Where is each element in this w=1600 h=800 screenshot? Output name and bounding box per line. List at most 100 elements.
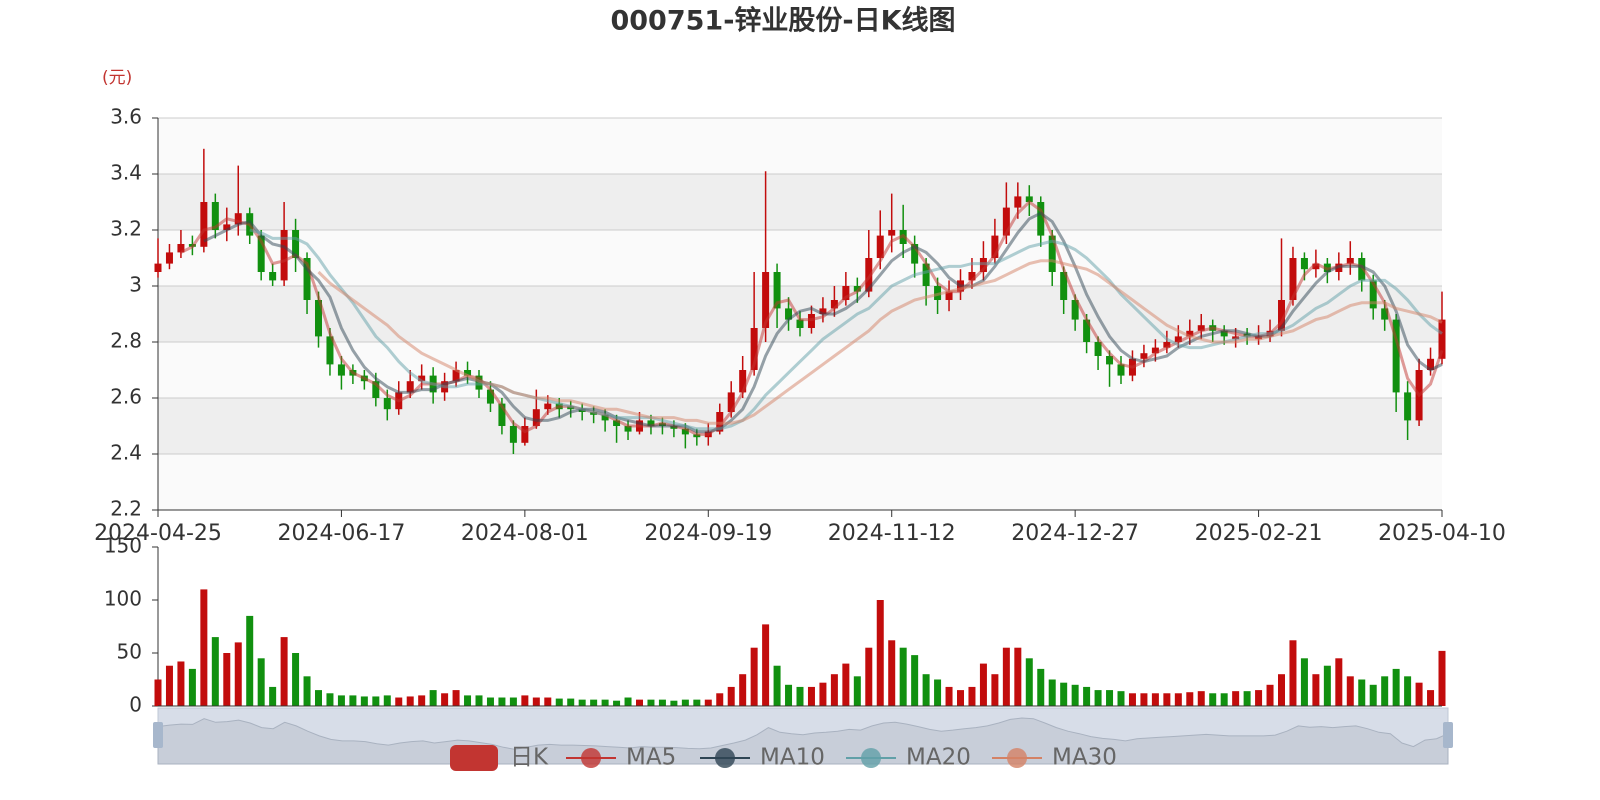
candle-body: [1117, 364, 1125, 376]
candle-body: [922, 263, 930, 286]
candle-body: [1289, 258, 1297, 300]
volume-bar: [830, 674, 838, 706]
candle-body: [200, 202, 208, 247]
volume-bar: [1232, 691, 1240, 706]
candle-body: [991, 235, 999, 258]
candle-body: [739, 370, 747, 393]
volume-bar: [1323, 665, 1331, 706]
volume-bar: [200, 589, 208, 706]
y-tick-label: 2.4: [110, 441, 142, 465]
volume-bar: [1335, 658, 1343, 706]
volume-bar: [441, 693, 449, 706]
volume-bar: [315, 690, 322, 706]
volume-bar: [360, 696, 368, 706]
y-tick-label: 3.4: [110, 161, 142, 185]
legend-label[interactable]: 日K: [510, 745, 549, 771]
candle-body: [1438, 319, 1446, 359]
candle-body: [337, 364, 345, 376]
legend-marker[interactable]: [1007, 748, 1027, 768]
y-tick-label: 3.6: [110, 105, 142, 129]
candle-body: [315, 300, 322, 337]
volume-bar: [636, 699, 643, 706]
candle-body: [601, 414, 609, 421]
candle-body: [1300, 258, 1308, 270]
x-tick-label: 2024-12-27: [1011, 521, 1139, 546]
x-tick-label: 2025-04-10: [1378, 521, 1506, 546]
candle-body: [486, 389, 494, 404]
volume-bar: [1415, 682, 1423, 706]
y-tick-label: 150: [104, 534, 142, 558]
legend-label[interactable]: MA10: [760, 745, 825, 771]
candle-body: [269, 272, 277, 281]
volume-bar: [177, 661, 185, 706]
volume-bar: [349, 695, 357, 706]
legend-marker[interactable]: [581, 748, 601, 768]
candle-body: [785, 308, 793, 320]
volume-bar: [785, 684, 793, 706]
candle-body: [624, 426, 632, 432]
candle-body: [372, 381, 380, 398]
volume-bar: [452, 690, 460, 706]
chart-title: 000751-锌业股份-日K线图: [610, 6, 955, 37]
volume-bar: [1255, 690, 1263, 706]
y-unit: (元): [102, 68, 132, 88]
y-tick-label: 2.6: [110, 385, 142, 409]
candle-body: [211, 202, 219, 230]
volume-bar: [1312, 674, 1320, 706]
volume-bar: [1289, 640, 1297, 706]
candle-body: [532, 409, 540, 426]
plot-band: [158, 342, 1442, 398]
volume-bar: [165, 665, 173, 706]
volume-bar: [807, 686, 815, 706]
zoom-handle[interactable]: [153, 722, 163, 748]
volume-bar: [1151, 693, 1159, 706]
volume-bar: [681, 699, 689, 706]
candle-body: [1071, 300, 1079, 320]
candle-body: [1083, 319, 1091, 342]
volume-bar: [1014, 647, 1022, 706]
volume-bar: [670, 700, 678, 706]
candle-body: [1392, 319, 1400, 393]
candle-body: [1186, 330, 1194, 337]
volume-bar: [383, 695, 391, 706]
volume-bar: [819, 682, 827, 706]
volume-bar: [704, 699, 712, 706]
candle-body: [1278, 300, 1285, 331]
volume-bar: [429, 690, 437, 706]
legend-label[interactable]: MA5: [626, 745, 676, 771]
volume-bar: [865, 647, 873, 706]
legend-marker[interactable]: [861, 748, 881, 768]
candle-body: [464, 370, 472, 376]
volume-bar: [658, 699, 666, 706]
legend-label[interactable]: MA20: [906, 745, 971, 771]
volume-bar: [957, 690, 964, 706]
candle-body: [1404, 392, 1412, 421]
candle-body: [613, 420, 621, 426]
candle-body: [1048, 235, 1056, 272]
volume-bar: [876, 600, 884, 706]
candle-body: [968, 272, 976, 281]
volume-bar: [257, 658, 265, 706]
candle-body: [1220, 330, 1228, 337]
volume-bar: [934, 679, 942, 706]
candle-body: [452, 370, 460, 382]
volume-bar: [475, 695, 483, 706]
legend-label[interactable]: MA30: [1052, 745, 1117, 771]
volume-bar: [464, 695, 472, 706]
volume-bar: [578, 699, 586, 706]
candle-body: [911, 244, 919, 264]
candle-body: [727, 392, 735, 412]
volume-bar: [406, 696, 414, 706]
ma-line: [249, 228, 1443, 431]
legend-swatch[interactable]: [450, 745, 498, 771]
volume-bar: [567, 698, 575, 706]
volume-bar: [601, 699, 609, 706]
candle-body: [521, 426, 529, 443]
candle-body: [223, 224, 231, 230]
volume-bar: [211, 637, 219, 706]
legend-marker[interactable]: [715, 748, 735, 768]
candle-body: [1025, 196, 1033, 202]
volume-bar: [762, 624, 770, 706]
zoom-handle[interactable]: [1443, 722, 1453, 748]
x-tick-label: 2025-02-21: [1195, 521, 1323, 546]
